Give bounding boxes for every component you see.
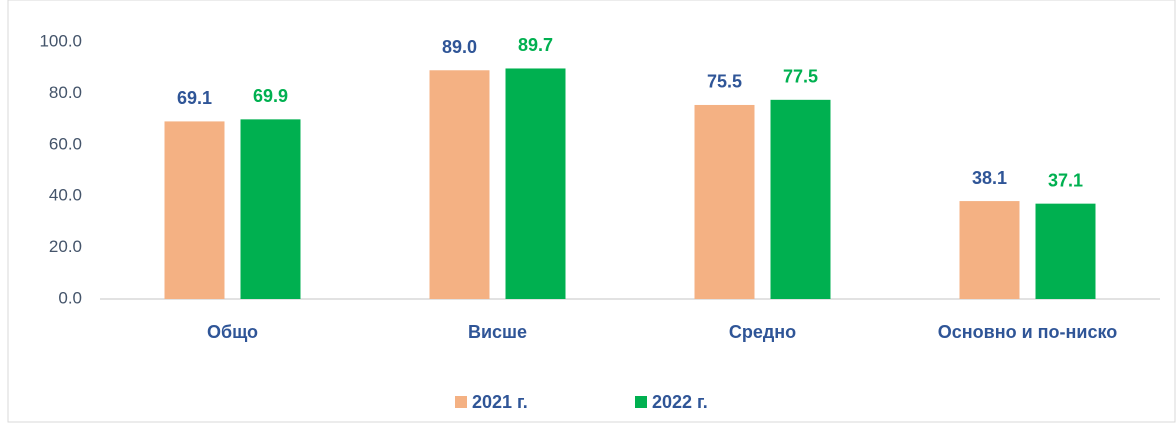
value-label: 77.5 bbox=[783, 67, 818, 87]
value-label: 89.0 bbox=[442, 37, 477, 57]
x-tick-label: Общо bbox=[207, 322, 258, 342]
x-tick-label: Средно bbox=[729, 322, 796, 342]
value-label: 69.1 bbox=[177, 88, 212, 108]
bar bbox=[1035, 203, 1096, 299]
y-tick-label: 60.0 bbox=[49, 134, 82, 153]
y-tick-label: 40.0 bbox=[49, 186, 82, 205]
legend-swatch bbox=[455, 396, 467, 408]
legend-swatch bbox=[635, 396, 647, 408]
value-label: 75.5 bbox=[707, 72, 742, 92]
bar bbox=[694, 104, 755, 299]
value-label: 69.9 bbox=[253, 86, 288, 106]
x-tick-label: Основно и по-ниско bbox=[938, 322, 1117, 342]
y-tick-label: 100.0 bbox=[39, 31, 82, 50]
legend-label: 2021 г. bbox=[472, 392, 528, 412]
y-tick-label: 80.0 bbox=[49, 83, 82, 102]
value-label: 37.1 bbox=[1048, 170, 1083, 190]
bar bbox=[770, 99, 831, 299]
y-tick-label: 20.0 bbox=[49, 237, 82, 256]
legend-label: 2022 г. bbox=[652, 392, 708, 412]
bar bbox=[429, 70, 490, 300]
value-label: 89.7 bbox=[518, 35, 553, 55]
x-tick-label: Висше bbox=[468, 322, 527, 342]
bar bbox=[164, 121, 225, 300]
bar bbox=[505, 68, 566, 299]
value-label: 38.1 bbox=[972, 168, 1007, 188]
bar bbox=[240, 119, 301, 300]
bar bbox=[959, 201, 1020, 299]
y-tick-label: 0.0 bbox=[58, 288, 82, 307]
